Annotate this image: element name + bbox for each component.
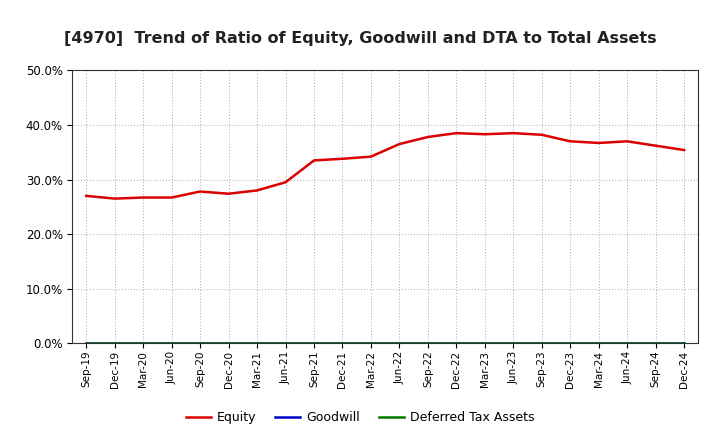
Goodwill — [480, 341, 489, 346]
Equity — [139, 195, 148, 200]
Equity — [452, 131, 461, 136]
Equity — [509, 131, 518, 136]
Deferred Tax Assets — [423, 341, 432, 346]
Goodwill — [110, 341, 119, 346]
Goodwill — [139, 341, 148, 346]
Deferred Tax Assets — [139, 341, 148, 346]
Goodwill — [310, 341, 318, 346]
Equity — [623, 139, 631, 144]
Deferred Tax Assets — [167, 341, 176, 346]
Legend: Equity, Goodwill, Deferred Tax Assets: Equity, Goodwill, Deferred Tax Assets — [181, 407, 539, 429]
Goodwill — [282, 341, 290, 346]
Deferred Tax Assets — [338, 341, 347, 346]
Deferred Tax Assets — [366, 341, 375, 346]
Equity — [652, 143, 660, 148]
Goodwill — [537, 341, 546, 346]
Equity — [196, 189, 204, 194]
Goodwill — [253, 341, 261, 346]
Equity — [566, 139, 575, 144]
Deferred Tax Assets — [623, 341, 631, 346]
Equity — [338, 156, 347, 161]
Deferred Tax Assets — [595, 341, 603, 346]
Equity — [480, 132, 489, 137]
Deferred Tax Assets — [282, 341, 290, 346]
Goodwill — [167, 341, 176, 346]
Goodwill — [196, 341, 204, 346]
Goodwill — [82, 341, 91, 346]
Goodwill — [366, 341, 375, 346]
Deferred Tax Assets — [82, 341, 91, 346]
Line: Equity: Equity — [86, 133, 684, 198]
Equity — [680, 147, 688, 153]
Deferred Tax Assets — [537, 341, 546, 346]
Equity — [537, 132, 546, 137]
Deferred Tax Assets — [566, 341, 575, 346]
Deferred Tax Assets — [452, 341, 461, 346]
Goodwill — [680, 341, 688, 346]
Goodwill — [225, 341, 233, 346]
Equity — [423, 134, 432, 139]
Goodwill — [395, 341, 404, 346]
Goodwill — [452, 341, 461, 346]
Deferred Tax Assets — [395, 341, 404, 346]
Goodwill — [509, 341, 518, 346]
Goodwill — [652, 341, 660, 346]
Deferred Tax Assets — [652, 341, 660, 346]
Equity — [366, 154, 375, 159]
Equity — [253, 188, 261, 193]
Deferred Tax Assets — [480, 341, 489, 346]
Deferred Tax Assets — [680, 341, 688, 346]
Equity — [225, 191, 233, 196]
Goodwill — [595, 341, 603, 346]
Deferred Tax Assets — [110, 341, 119, 346]
Text: [4970]  Trend of Ratio of Equity, Goodwill and DTA to Total Assets: [4970] Trend of Ratio of Equity, Goodwil… — [63, 31, 657, 46]
Goodwill — [566, 341, 575, 346]
Deferred Tax Assets — [253, 341, 261, 346]
Deferred Tax Assets — [509, 341, 518, 346]
Goodwill — [623, 341, 631, 346]
Deferred Tax Assets — [196, 341, 204, 346]
Equity — [282, 180, 290, 185]
Equity — [595, 140, 603, 146]
Equity — [82, 193, 91, 198]
Equity — [167, 195, 176, 200]
Goodwill — [338, 341, 347, 346]
Equity — [310, 158, 318, 163]
Goodwill — [423, 341, 432, 346]
Equity — [110, 196, 119, 201]
Equity — [395, 141, 404, 147]
Deferred Tax Assets — [225, 341, 233, 346]
Deferred Tax Assets — [310, 341, 318, 346]
